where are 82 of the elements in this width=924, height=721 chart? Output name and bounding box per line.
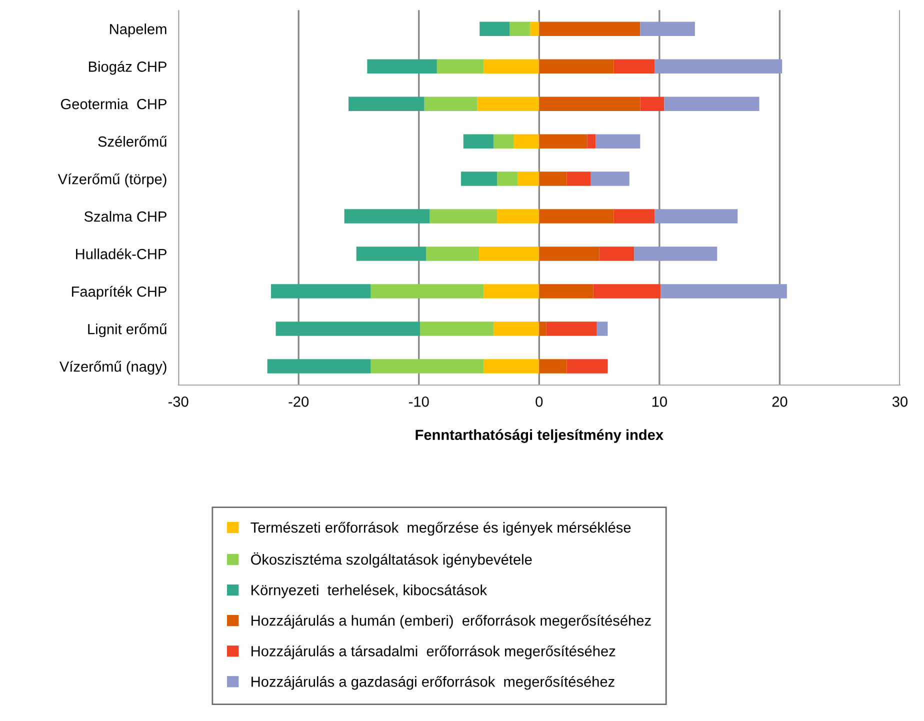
- bar: [539, 246, 600, 261]
- legend-label: Környezeti terhelések, kibocsátások: [252, 584, 488, 598]
- legend-label: Hozzájárulás a társadalmi erőforrások megerősítéséhez: [252, 645, 616, 660]
- bar: [463, 134, 494, 148]
- bar: [539, 59, 614, 74]
- y-tick-label: Faapríték CHP: [72, 286, 166, 300]
- bar: [539, 172, 567, 186]
- bar: [493, 322, 540, 336]
- legend-label: Természeti erőforrások megőrzése és igények mérséklése: [250, 522, 631, 536]
- y-tick-label: Vízerőmű (törpe): [58, 173, 166, 188]
- legend-label: Hozzájárulás a gazdasági erőforrások megerősítéséhez: [252, 676, 614, 690]
- x-tick-label: 10: [652, 396, 667, 407]
- bar: [460, 172, 498, 186]
- bar: [596, 134, 640, 148]
- bar: [270, 284, 371, 298]
- bar: [539, 96, 640, 111]
- bar: [660, 284, 787, 298]
- bar: [493, 134, 514, 148]
- bar: [477, 96, 540, 111]
- bar: [426, 246, 480, 261]
- bar: [530, 22, 540, 36]
- bar: [276, 322, 420, 336]
- bar: [484, 284, 540, 298]
- y-tick-label: Geotermia CHP: [60, 98, 166, 110]
- bar: [420, 322, 494, 336]
- bar: [539, 359, 567, 374]
- bar: [518, 172, 540, 186]
- y-tick-label: Szélerőmű: [98, 136, 167, 147]
- bar: [587, 134, 596, 148]
- bar: [484, 359, 540, 374]
- bar: [640, 22, 695, 36]
- y-tick-label: Napelem: [110, 24, 166, 38]
- x-tick-label: 30: [892, 396, 908, 407]
- legend-label: Ökoszisztéma szolgáltatások igénybevétele: [251, 552, 532, 568]
- bar: [484, 59, 540, 74]
- bar: [654, 209, 738, 224]
- bar: [510, 22, 530, 36]
- bar: [593, 284, 661, 298]
- y-tick-label: Vízerőmű (nagy): [60, 360, 166, 375]
- bar: [539, 22, 640, 36]
- x-tick-label: -20: [288, 396, 309, 407]
- bar: [370, 284, 484, 298]
- bar: [497, 209, 540, 224]
- bar: [566, 359, 608, 374]
- x-tick-label: -10: [408, 396, 429, 407]
- bar: [546, 322, 597, 336]
- bar: [539, 284, 594, 298]
- bar: [599, 246, 634, 261]
- y-tick-label: Hulladék-CHP: [76, 248, 166, 260]
- bar: [480, 22, 510, 36]
- bar: [614, 209, 655, 224]
- legend-label: Hozzájárulás a humán (emberi) erőforrások megerősítéséhez: [252, 614, 651, 629]
- bar: [344, 209, 430, 224]
- bar: [539, 209, 614, 224]
- bar: [654, 59, 782, 74]
- bar: [367, 59, 437, 74]
- bar: [590, 172, 630, 186]
- bar: [424, 96, 478, 111]
- x-tick-label: 20: [772, 396, 788, 407]
- y-tick-label: Szalma CHP: [84, 211, 166, 222]
- bar: [348, 96, 424, 111]
- bar: [370, 359, 484, 374]
- x-axis-title: Fenntarthatósági teljesítmény index: [416, 429, 664, 443]
- bar: [267, 359, 371, 374]
- bar: [356, 246, 426, 261]
- x-tick-label: 0: [536, 396, 543, 407]
- bar: [596, 322, 608, 336]
- bar: [664, 96, 760, 111]
- bar: [430, 209, 498, 224]
- bar: [640, 96, 664, 111]
- bar: [514, 134, 540, 148]
- bar: [614, 59, 655, 74]
- bar: [497, 172, 518, 186]
- y-tick-label: Biogáz CHP: [88, 60, 166, 75]
- x-tick-label: -30: [168, 396, 188, 407]
- bar: [539, 322, 546, 336]
- y-tick-label: Lignit erőmű: [88, 323, 167, 338]
- bar: [634, 246, 718, 261]
- bar: [436, 59, 484, 74]
- bar: [479, 246, 540, 261]
- bar: [539, 134, 588, 148]
- bar: [566, 172, 591, 186]
